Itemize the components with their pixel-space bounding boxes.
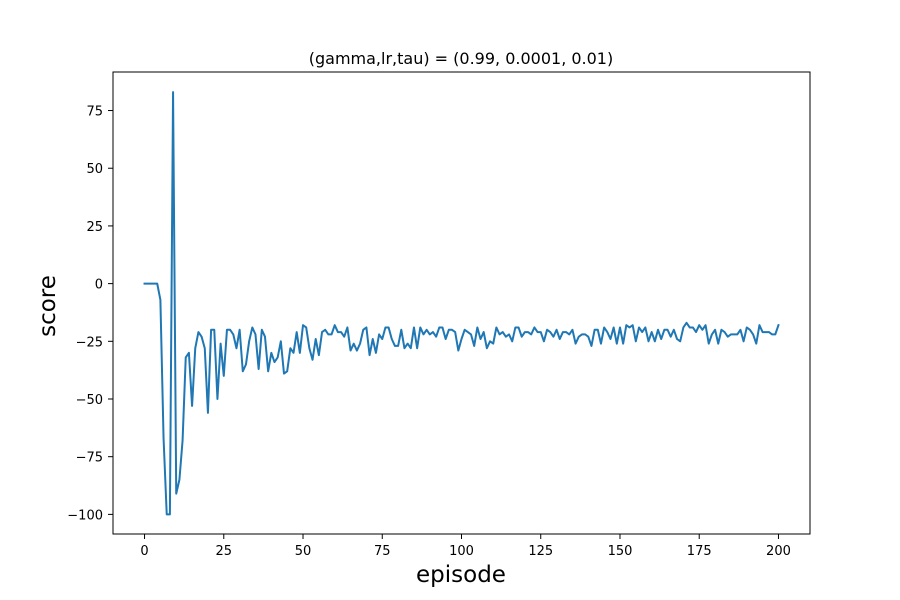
y-tick-label: 25 xyxy=(86,220,103,235)
y-tick-label: −100 xyxy=(67,508,103,523)
chart-title: (gamma,lr,tau) = (0.99, 0.0001, 0.01) xyxy=(309,49,613,68)
x-tick-label: 175 xyxy=(687,544,712,559)
x-tick-label: 200 xyxy=(766,544,791,559)
plot-area: 0 25 50 75 100 125 150 175 200 75 50 25 0 −25 −50 −75 −1… xyxy=(67,71,811,559)
x-tick-label: 125 xyxy=(528,544,553,559)
y-tick-label: −50 xyxy=(76,393,103,408)
x-tick-label: 100 xyxy=(449,544,474,559)
x-tick-label: 0 xyxy=(140,544,148,559)
x-tick-label: 150 xyxy=(608,544,633,559)
y-tick-label: 50 xyxy=(86,162,103,177)
series-line-0 xyxy=(143,91,780,516)
y-tick-label: 0 xyxy=(95,278,103,293)
y-tick-label: −25 xyxy=(76,335,103,350)
x-tick-label: 75 xyxy=(374,544,391,559)
y-tick-label: −75 xyxy=(76,451,103,466)
y-axis-label: score xyxy=(35,275,61,337)
x-tick-label: 25 xyxy=(216,544,233,559)
x-axis-label: episode xyxy=(416,562,506,588)
y-tick-label: 75 xyxy=(86,105,103,120)
x-tick-label: 50 xyxy=(295,544,312,559)
